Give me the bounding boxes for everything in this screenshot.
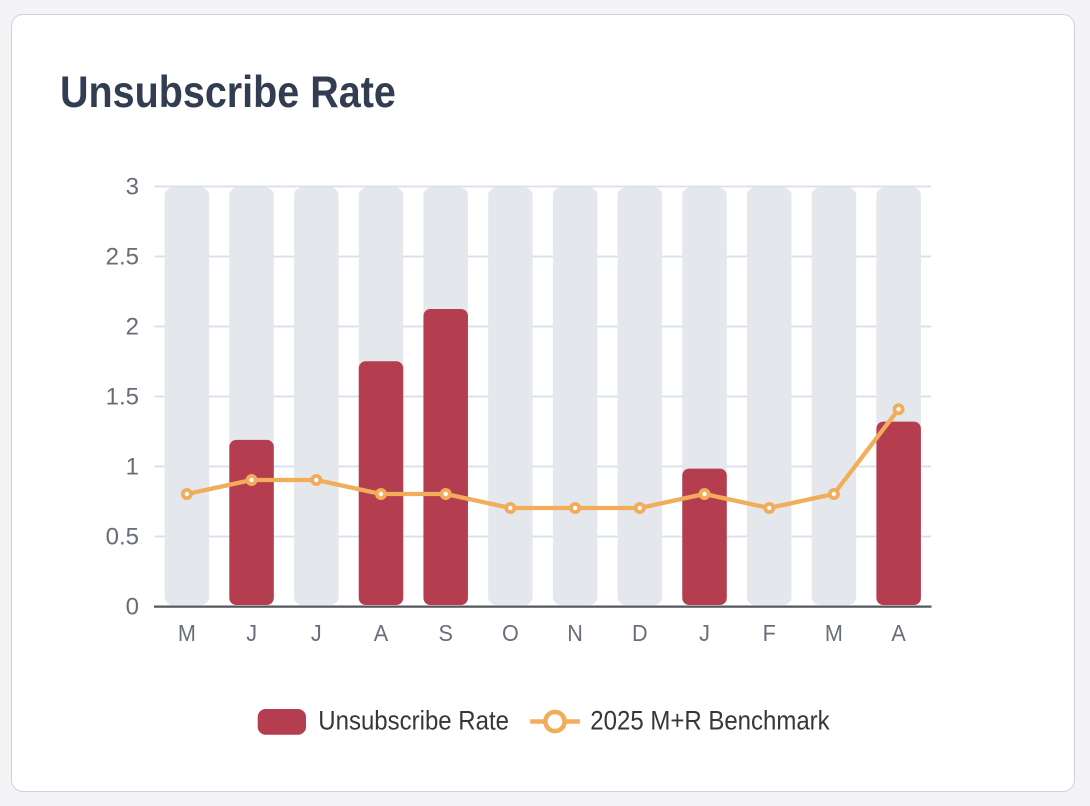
svg-text:O: O bbox=[502, 620, 519, 646]
svg-text:A: A bbox=[374, 620, 388, 646]
svg-text:J: J bbox=[699, 620, 710, 646]
svg-text:N: N bbox=[567, 620, 583, 646]
svg-text:M: M bbox=[825, 620, 843, 646]
svg-text:M: M bbox=[178, 620, 196, 646]
svg-text:0: 0 bbox=[126, 593, 139, 620]
svg-text:2.5: 2.5 bbox=[106, 243, 139, 270]
svg-text:3: 3 bbox=[126, 173, 139, 200]
svg-text:S: S bbox=[438, 620, 452, 646]
svg-text:J: J bbox=[311, 620, 322, 646]
svg-text:2025 M+R Benchmark: 2025 M+R Benchmark bbox=[590, 706, 830, 735]
svg-text:D: D bbox=[632, 620, 648, 646]
svg-text:2: 2 bbox=[126, 313, 139, 340]
svg-text:1.5: 1.5 bbox=[106, 383, 139, 410]
svg-text:J: J bbox=[246, 620, 257, 646]
svg-text:A: A bbox=[891, 620, 905, 646]
svg-text:0.5: 0.5 bbox=[106, 523, 139, 550]
svg-text:Unsubscribe Rate: Unsubscribe Rate bbox=[60, 67, 396, 116]
svg-text:Unsubscribe Rate: Unsubscribe Rate bbox=[318, 706, 509, 735]
svg-text:F: F bbox=[763, 620, 776, 646]
svg-text:1: 1 bbox=[126, 453, 139, 480]
